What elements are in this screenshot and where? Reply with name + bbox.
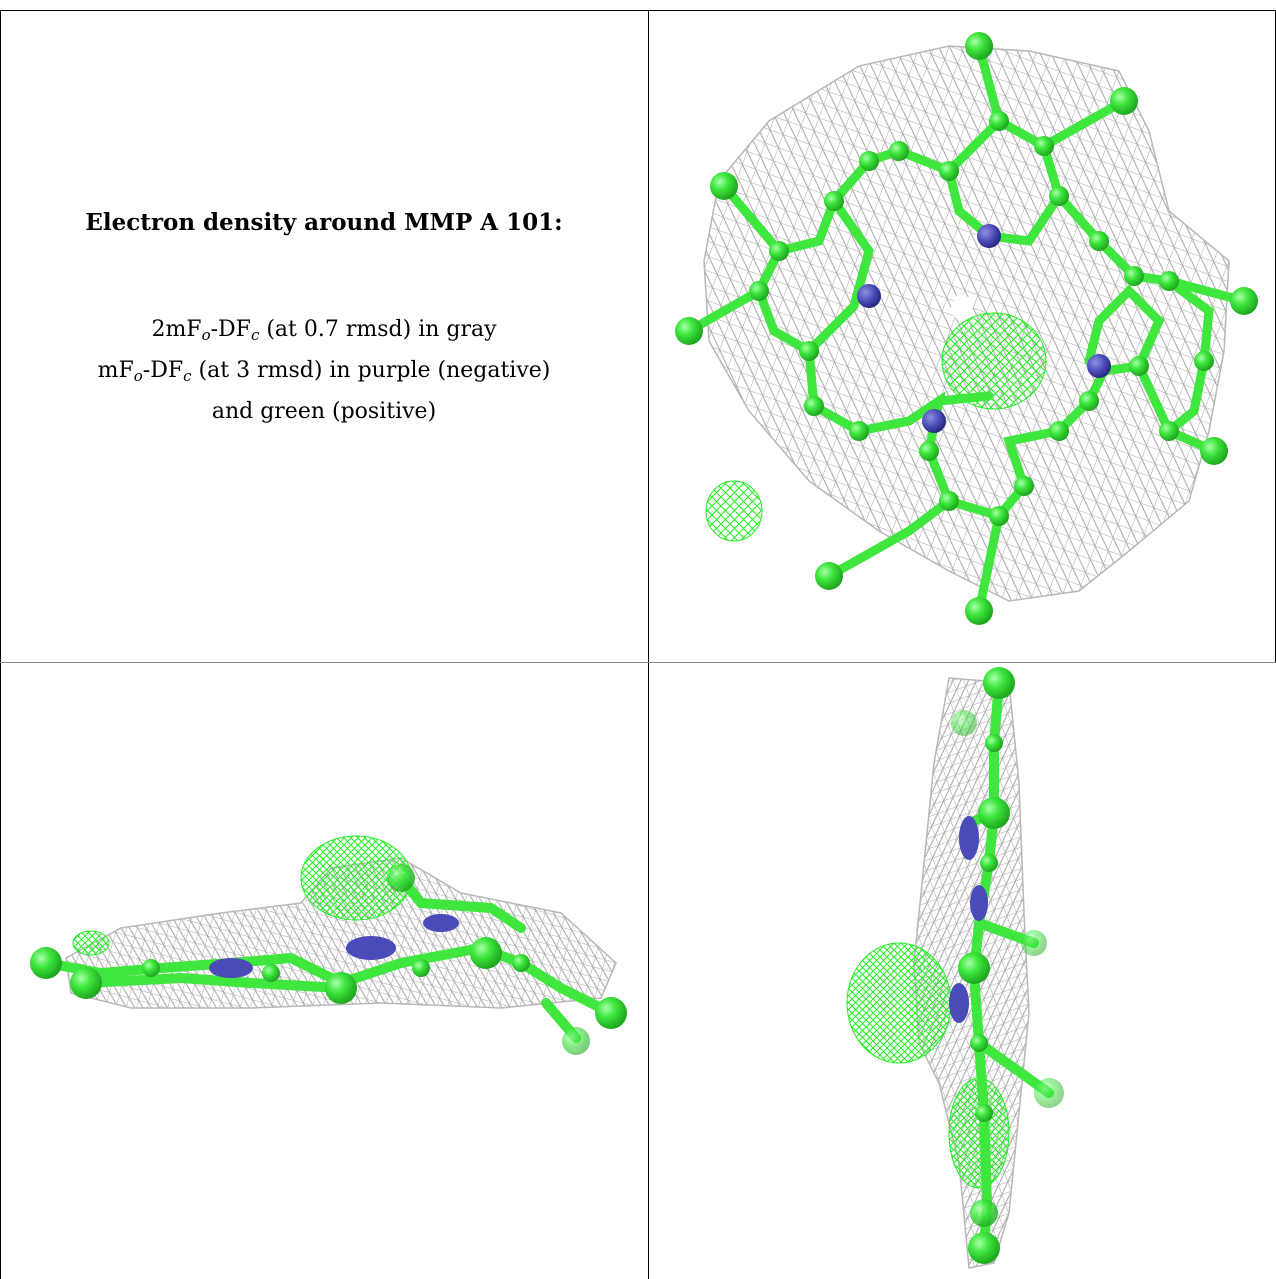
caption-cell: Electron density around MMP A 101: 2mFo-…	[0, 0, 648, 662]
legend-line-difference: mFo-DFc (at 3 rmsd) in purple (negative)	[0, 353, 648, 394]
legend-text: mF	[97, 358, 134, 383]
legend-sub: c	[183, 367, 192, 385]
positive-density-blob	[846, 942, 952, 1064]
legend-text: 2mF	[151, 317, 202, 342]
legend-text: (at 0.7 rmsd) in gray	[259, 317, 497, 342]
legend-description: 2mFo-DFc (at 0.7 rmsd) in gray mFo-DFc (…	[0, 312, 648, 430]
molecule-top-view-icon	[675, 32, 1258, 625]
molecule-edge-view-icon	[846, 667, 1064, 1269]
figure-title: Electron density around MMP A 101:	[85, 209, 563, 236]
nitrogen-atoms	[857, 224, 1111, 433]
molecule-side-view-icon	[30, 835, 627, 1055]
border-top	[0, 10, 1276, 11]
legend-text: -DF	[210, 317, 251, 342]
border-left	[0, 10, 1, 1279]
legend-text: (at 3 rmsd) in purple (negative)	[191, 358, 551, 383]
positive-density-blob	[72, 930, 110, 956]
positive-density-blob	[705, 480, 763, 542]
density-mesh-gray	[65, 857, 617, 1009]
legend-line-positive: and green (positive)	[211, 399, 437, 424]
legend-sub: o	[133, 367, 143, 385]
carbon-atoms	[675, 32, 1258, 625]
divider-horizontal	[0, 662, 1276, 663]
positive-density-blob	[941, 312, 1047, 410]
divider-vertical	[648, 10, 649, 1279]
legend-line-gray: 2mFo-DFc (at 0.7 rmsd) in gray	[0, 312, 648, 353]
carbon-atoms	[951, 667, 1064, 1264]
legend-sub: o	[201, 326, 211, 344]
legend-text: -DF	[142, 358, 184, 383]
carbon-atoms	[30, 864, 627, 1055]
legend-sub: c	[250, 326, 260, 344]
